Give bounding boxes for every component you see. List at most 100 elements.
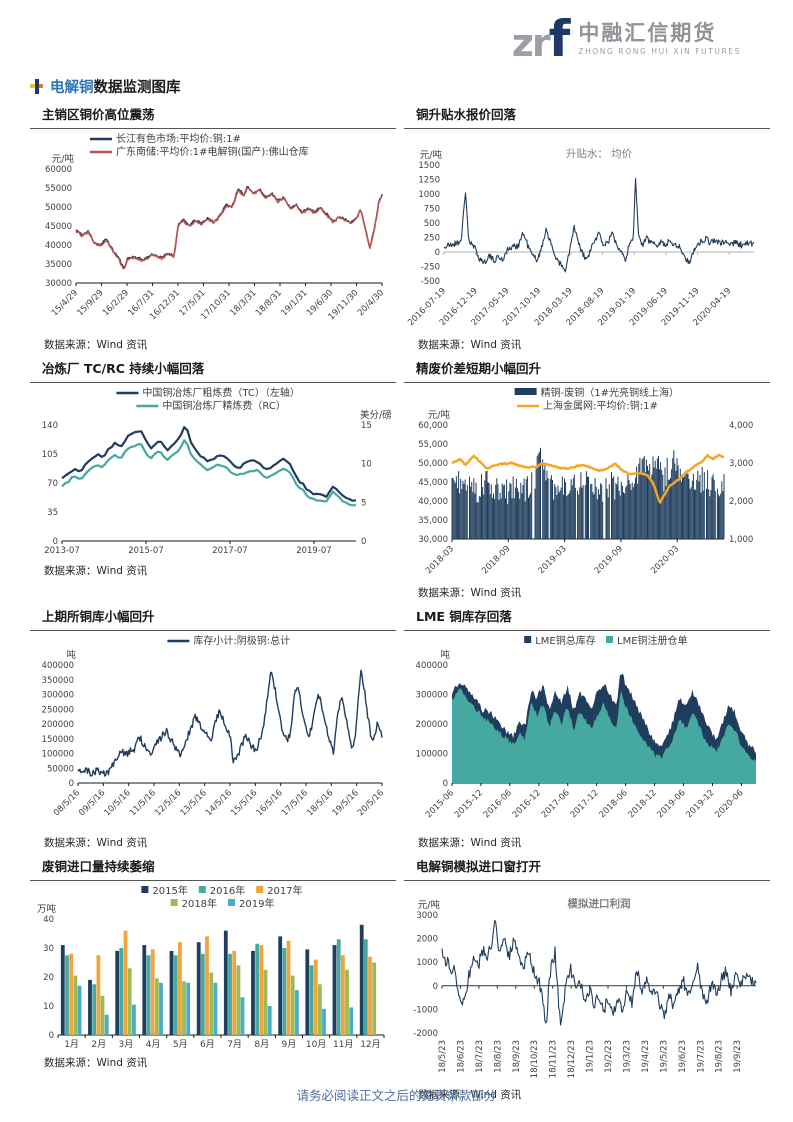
company-logo: zrf 中融汇信期货 ZHONG RONG HUI XIN FUTURES <box>512 14 741 64</box>
svg-text:4月: 4月 <box>146 1039 161 1050</box>
svg-text:15/9/29: 15/9/29 <box>75 288 105 318</box>
svg-text:5月: 5月 <box>173 1039 188 1050</box>
svg-text:60,000: 60,000 <box>418 421 448 431</box>
svg-text:LME铜总库存: LME铜总库存 <box>535 634 596 647</box>
chart-block-lme-stock: LME 铜库存回落 0 100000 200000 300000 400000 吨 LME铜… <box>404 602 770 850</box>
data-source-label: 数据来源：Wind 资讯 <box>44 565 148 577</box>
svg-text:15/5/16: 15/5/16 <box>229 788 259 818</box>
svg-text:吨: 吨 <box>440 649 450 661</box>
chart-title: 主销区铜价高位震荡 <box>30 100 396 129</box>
svg-text:20/4/30: 20/4/30 <box>356 288 386 318</box>
svg-text:45000: 45000 <box>45 222 72 232</box>
svg-text:350000: 350000 <box>42 676 74 686</box>
data-source-label: 数据来源：Wind 资讯 <box>418 1089 522 1101</box>
svg-text:2018-09: 2018-09 <box>480 544 512 576</box>
svg-text:2,000: 2,000 <box>729 497 753 507</box>
svg-text:2015-12: 2015-12 <box>453 788 485 820</box>
svg-text:4,000: 4,000 <box>729 421 753 431</box>
svg-text:18/8/23: 18/8/23 <box>493 1040 503 1073</box>
svg-text:2017-06: 2017-06 <box>540 788 572 820</box>
svg-text:1月: 1月 <box>64 1039 79 1050</box>
svg-text:17/5/16: 17/5/16 <box>280 788 310 818</box>
chart-canvas-shfe-stock: 0 50000 100000 150000 200000 250000 300000 3500… <box>42 634 387 818</box>
svg-text:200000: 200000 <box>416 720 448 730</box>
svg-text:10/5/16: 10/5/16 <box>103 788 133 818</box>
svg-text:吨: 吨 <box>66 649 76 661</box>
svg-text:100000: 100000 <box>42 750 74 760</box>
svg-text:0: 0 <box>361 537 366 547</box>
chart-block-main-price: 主销区铜价高位震荡 30000 35000 40000 45000 50000 55000… <box>30 100 396 352</box>
svg-text:18/5/23: 18/5/23 <box>438 1040 448 1073</box>
svg-text:16/2/29: 16/2/29 <box>101 288 131 318</box>
svg-text:2015-06: 2015-06 <box>424 788 456 820</box>
svg-text:18/3/31: 18/3/31 <box>228 288 258 318</box>
svg-text:14/5/16: 14/5/16 <box>204 788 234 818</box>
svg-text:20: 20 <box>43 973 54 983</box>
svg-text:10: 10 <box>43 1002 54 1012</box>
svg-text:18/8/31: 18/8/31 <box>254 288 284 318</box>
svg-text:40,000: 40,000 <box>418 497 448 507</box>
svg-text:200000: 200000 <box>42 720 74 730</box>
chart-title: 废铜进口量持续萎缩 <box>30 852 396 881</box>
svg-text:55000: 55000 <box>45 184 72 194</box>
svg-text:2019-12: 2019-12 <box>684 788 716 820</box>
svg-text:150000: 150000 <box>42 735 74 745</box>
logo-zrf-mark: zrf <box>511 14 571 65</box>
svg-text:13/5/16: 13/5/16 <box>179 788 209 818</box>
svg-text:万吨: 万吨 <box>37 903 57 915</box>
svg-text:模拟进口利润: 模拟进口利润 <box>568 897 631 910</box>
svg-text:元/吨: 元/吨 <box>52 153 75 165</box>
svg-text:中国铜冶炼厂粗炼费（TC）（左轴）: 中国铜冶炼厂粗炼费（TC）（左轴） <box>142 386 300 399</box>
svg-text:1250: 1250 <box>418 176 440 186</box>
svg-text:2019-09: 2019-09 <box>593 544 625 576</box>
svg-text:15: 15 <box>361 421 372 431</box>
svg-text:19/4/23: 19/4/23 <box>641 1040 651 1073</box>
svg-text:18/6/23: 18/6/23 <box>456 1040 466 1073</box>
chart-grid: 主销区铜价高位震荡 30000 35000 40000 45000 50000 55000… <box>30 100 770 1102</box>
svg-text:长江有色市场:平均价:铜:1#: 长江有色市场:平均价:铜:1# <box>116 132 241 145</box>
svg-text:2019-07: 2019-07 <box>296 546 332 556</box>
section-header: 电解铜数据监测图库 <box>30 76 181 97</box>
svg-text:元/吨: 元/吨 <box>418 899 441 911</box>
svg-text:-250: -250 <box>421 263 440 273</box>
svg-text:中国铜冶炼厂精炼费（RC）: 中国铜冶炼厂精炼费（RC） <box>162 399 285 412</box>
chart-title: 精废价差短期小幅回升 <box>404 354 770 383</box>
svg-text:35,000: 35,000 <box>418 516 448 526</box>
svg-text:18/11/23: 18/11/23 <box>549 1040 559 1078</box>
svg-text:0: 0 <box>433 982 438 992</box>
svg-text:20/5/16: 20/5/16 <box>356 788 386 818</box>
svg-text:300000: 300000 <box>416 691 448 701</box>
svg-text:08/5/16: 08/5/16 <box>52 788 82 818</box>
svg-text:12月: 12月 <box>360 1039 380 1050</box>
svg-text:19/9/23: 19/9/23 <box>733 1040 743 1073</box>
svg-text:400000: 400000 <box>42 661 74 671</box>
svg-text:40: 40 <box>43 915 54 925</box>
section-marker-icon <box>30 79 43 94</box>
svg-text:19/3/23: 19/3/23 <box>622 1040 632 1073</box>
svg-text:美分/磅: 美分/磅 <box>360 409 392 421</box>
chart-block-import-profit: 电解铜模拟进口窗打开 -2000 -1000 0 1000 2000 3000 元/吨 模拟进… <box>404 852 770 1102</box>
chart-block-premium: 铜升贴水报价回落 -500 -250 0 250 500 750 1000 1250 1500 元… <box>404 100 770 352</box>
svg-text:0: 0 <box>443 779 448 789</box>
chart-block-scrap-import: 废铜进口量持续萎缩 0 10 20 30 40 万吨 2015年 2016年 2017年 2018… <box>30 852 396 1102</box>
svg-text:2000: 2000 <box>416 935 438 945</box>
svg-text:3000: 3000 <box>416 911 438 921</box>
svg-text:-500: -500 <box>421 277 440 287</box>
svg-text:105: 105 <box>42 450 58 460</box>
chart-title: 铜升贴水报价回落 <box>404 100 770 129</box>
logo-zr-text: zr <box>511 21 551 65</box>
company-name-cn: 中融汇信期货 <box>578 20 717 45</box>
svg-text:10月: 10月 <box>306 1039 326 1050</box>
svg-text:库存小计:阴极铜:总计: 库存小计:阴极铜:总计 <box>193 634 290 647</box>
svg-text:18/9/23: 18/9/23 <box>512 1040 522 1073</box>
data-source-label: 数据来源：Wind 资讯 <box>418 587 522 599</box>
svg-text:140: 140 <box>42 421 58 431</box>
data-source-label: 数据来源：Wind 资讯 <box>44 1057 148 1069</box>
svg-text:50,000: 50,000 <box>418 459 448 469</box>
svg-text:40000: 40000 <box>45 241 72 251</box>
svg-text:18/10/23: 18/10/23 <box>530 1040 540 1078</box>
svg-text:19/2/23: 19/2/23 <box>604 1040 614 1073</box>
svg-text:LME铜注册仓单: LME铜注册仓单 <box>617 634 688 647</box>
